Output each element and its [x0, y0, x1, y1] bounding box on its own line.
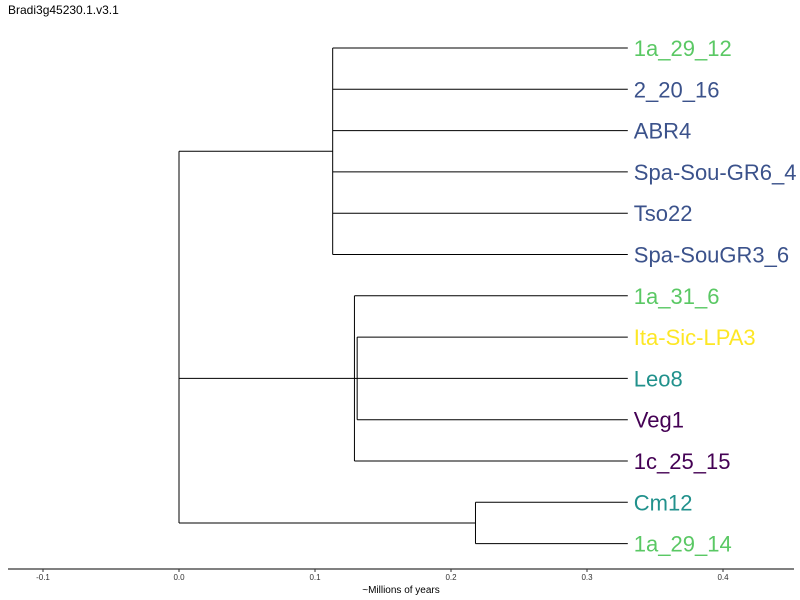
axis-tick-label: 0.3 [581, 573, 593, 582]
tip-label: Veg1 [634, 408, 684, 433]
axis-tick-label: -0.1 [36, 573, 50, 582]
tip-label: Tso22 [634, 201, 693, 226]
tip-label: Spa-SouGR3_6 [634, 243, 789, 268]
tip-label: 1c_25_15 [634, 449, 731, 474]
axis-tick-label: 0.0 [173, 573, 185, 582]
axis-title: ~Millions of years [362, 585, 440, 596]
tip-label: Cm12 [634, 490, 693, 515]
tip-label: 1a_31_6 [634, 284, 720, 309]
tip-label: ABR4 [634, 119, 691, 144]
tree-branches [178, 47, 628, 545]
tip-label: Ita-Sic-LPA3 [634, 325, 756, 350]
tip-label: Leo8 [634, 366, 683, 391]
tip-label: 2_20_16 [634, 77, 720, 102]
tip-label: Spa-Sou-GR6_4 [634, 160, 797, 185]
axis-ticks: -0.1 0.0 0.1 0.2 0.3 0.4 [36, 569, 729, 582]
tip-labels: 1a_29_12 2_20_16 ABR4 Spa-Sou-GR6_4 Tso22 Spa… [634, 36, 797, 557]
tip-label: 1a_29_12 [634, 36, 732, 61]
axis-tick-label: 0.4 [717, 573, 729, 582]
axis-tick-label: 0.1 [309, 573, 321, 582]
time-axis: -0.1 0.0 0.1 0.2 0.3 0.4 ~Millions of years [8, 568, 794, 596]
axis-tick-label: 0.2 [445, 573, 457, 582]
tip-label: 1a_29_14 [634, 532, 732, 557]
tree-title: Bradi3g45230.1.v3.1 [8, 3, 119, 17]
